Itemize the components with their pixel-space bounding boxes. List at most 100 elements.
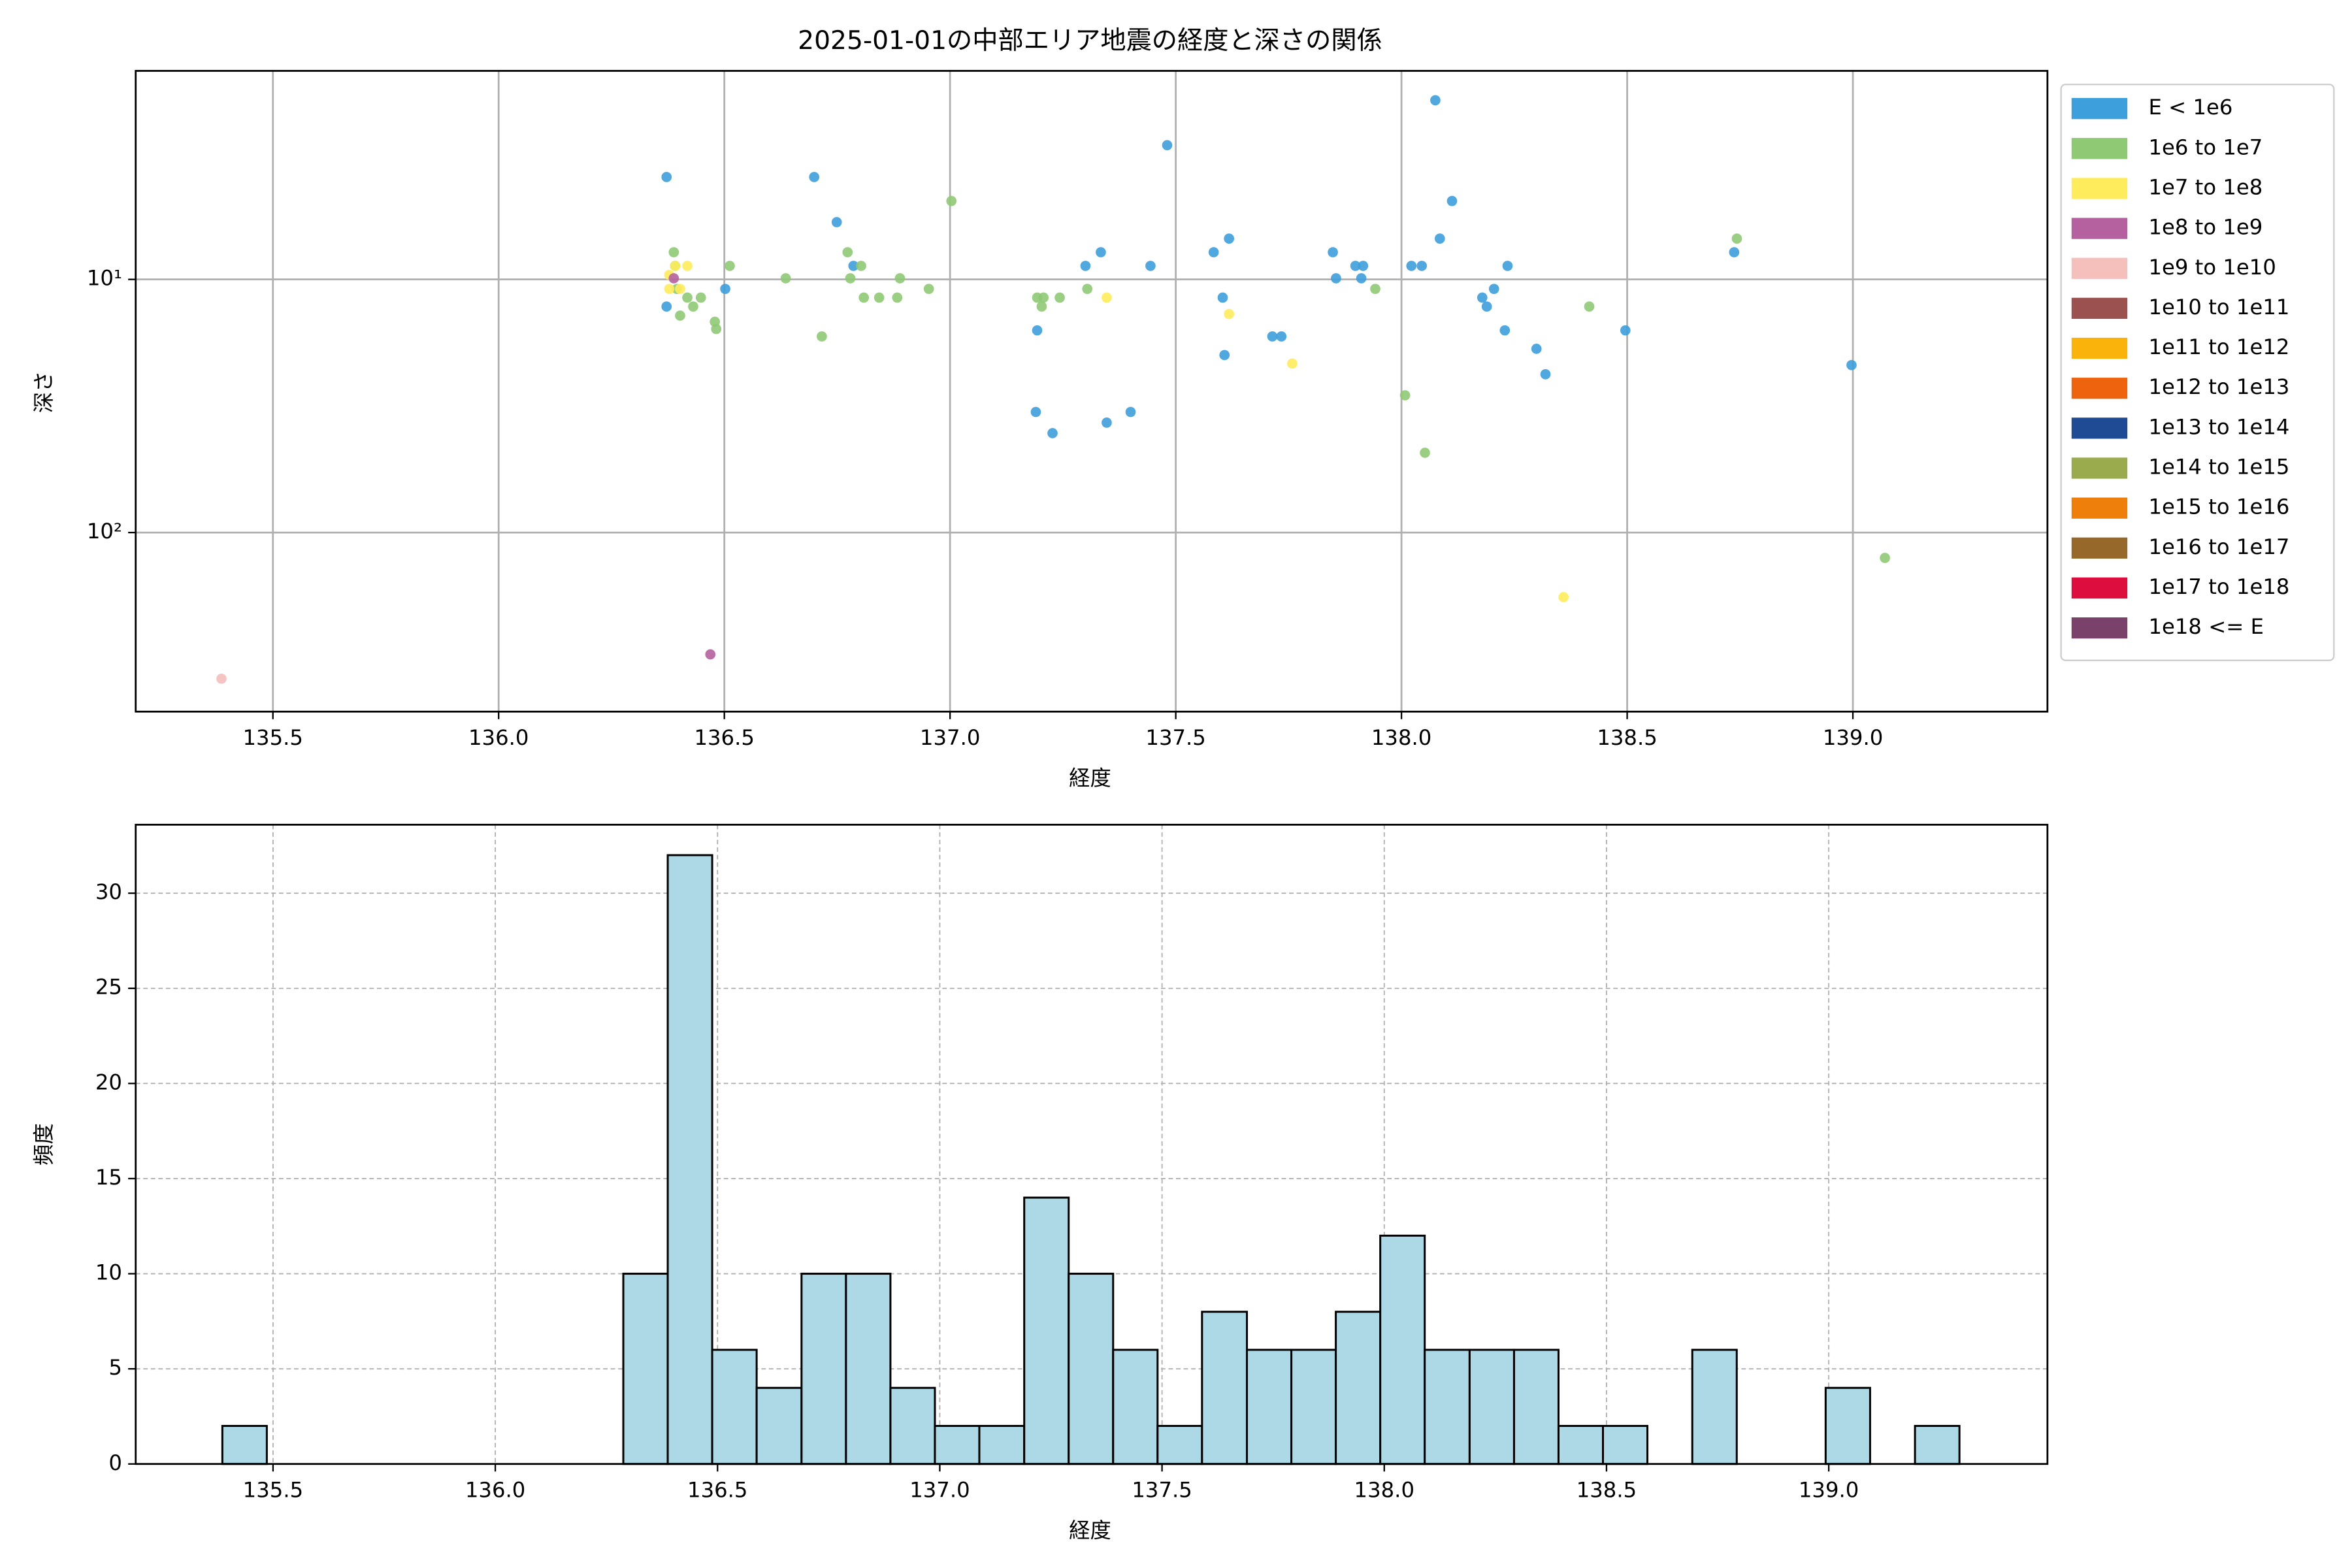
bar	[1290, 1348, 1337, 1465]
point	[705, 649, 716, 660]
legend-label: 1e9 to 1e10	[2148, 255, 2276, 280]
point	[817, 331, 827, 342]
point	[780, 273, 791, 284]
point	[1350, 261, 1361, 271]
point	[1219, 350, 1230, 361]
point	[856, 261, 866, 271]
point	[1434, 233, 1445, 244]
point	[1328, 247, 1338, 257]
x-tick-label: 139.0	[1823, 725, 1883, 750]
bar	[889, 1386, 936, 1465]
x-tick-label: 136.5	[687, 1477, 747, 1502]
point	[1540, 369, 1551, 380]
legend-label: 1e13 to 1e14	[2148, 414, 2289, 439]
point	[1477, 292, 1488, 303]
y-tick-label: 25	[95, 975, 122, 1000]
x-tick-label: 135.5	[243, 725, 303, 750]
bar	[1023, 1196, 1070, 1465]
y-tick-label: 15	[95, 1165, 122, 1190]
point	[1502, 261, 1513, 271]
y-tick-label: 0	[108, 1450, 122, 1475]
bar	[221, 1425, 268, 1465]
point	[894, 273, 906, 284]
x-tick-label: 138.5	[1597, 725, 1657, 750]
bar	[1246, 1348, 1293, 1465]
point	[1054, 292, 1065, 303]
legend-swatch	[2071, 378, 2128, 399]
legend-swatch	[2071, 218, 2128, 239]
bar	[1512, 1348, 1560, 1465]
bar	[1379, 1234, 1426, 1465]
point	[946, 195, 957, 206]
bar	[934, 1425, 981, 1465]
bar	[666, 854, 713, 1465]
point	[1880, 553, 1890, 563]
point	[670, 261, 681, 271]
point	[809, 172, 820, 182]
point	[664, 284, 675, 295]
point	[1096, 247, 1106, 257]
legend-label: 1e14 to 1e15	[2148, 455, 2289, 480]
point	[682, 261, 693, 271]
point	[682, 292, 693, 303]
legend-swatch	[2071, 577, 2128, 599]
x-tick-label: 136.0	[465, 1477, 525, 1502]
legend-label: 1e12 to 1e13	[2148, 374, 2289, 399]
legend-swatch	[2071, 297, 2128, 319]
point	[1217, 292, 1228, 303]
point	[1584, 301, 1595, 312]
point	[1125, 406, 1136, 417]
point	[1208, 247, 1219, 257]
bar	[1468, 1348, 1515, 1465]
legend-label: E < 1e6	[2148, 95, 2232, 120]
bar	[1602, 1425, 1649, 1465]
legend-swatch	[2071, 617, 2128, 639]
x-tick-label: 138.0	[1354, 1477, 1414, 1502]
point	[1080, 261, 1091, 271]
point	[1224, 233, 1235, 244]
point	[874, 292, 885, 303]
point	[720, 284, 730, 295]
bar	[1335, 1311, 1382, 1465]
legend-swatch	[2071, 138, 2128, 159]
legend-label: 1e18 <= E	[2148, 614, 2264, 639]
legend-swatch	[2071, 178, 2128, 199]
axes-frame	[135, 70, 2049, 713]
point	[1558, 592, 1569, 602]
point	[842, 247, 853, 257]
point	[668, 273, 679, 284]
point	[688, 301, 698, 312]
point	[1481, 301, 1492, 312]
point	[1731, 233, 1742, 244]
bar	[1201, 1311, 1249, 1465]
bar	[978, 1425, 1026, 1465]
point	[831, 217, 842, 227]
point	[1030, 406, 1041, 417]
bar	[1424, 1348, 1471, 1465]
legend-label: 1e7 to 1e8	[2148, 174, 2262, 199]
point	[711, 323, 722, 335]
point	[1446, 195, 1458, 206]
point	[725, 261, 735, 271]
point	[216, 673, 227, 684]
axes-frame	[135, 823, 2049, 1465]
point	[858, 292, 870, 303]
point	[695, 292, 706, 303]
legend-swatch	[2071, 257, 2128, 279]
point	[1846, 359, 1857, 370]
x-tick-label: 136.5	[694, 725, 754, 750]
bar	[1824, 1386, 1871, 1465]
point	[1370, 284, 1380, 295]
point	[1499, 325, 1511, 336]
point	[1420, 448, 1430, 458]
y-tick-label: 10²	[87, 519, 122, 544]
bar	[1112, 1348, 1159, 1465]
x-tick-label: 138.5	[1576, 1477, 1637, 1502]
bar	[711, 1348, 758, 1465]
point	[1287, 358, 1298, 369]
point	[1620, 325, 1631, 336]
x-tick-label: 138.0	[1371, 725, 1431, 750]
point	[1102, 417, 1112, 428]
y-tick-label: 5	[108, 1355, 122, 1380]
